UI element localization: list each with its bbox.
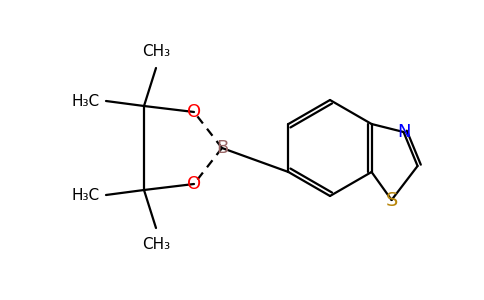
Text: O: O: [187, 175, 201, 193]
Text: B: B: [216, 139, 228, 157]
Text: S: S: [385, 190, 398, 209]
Text: CH₃: CH₃: [142, 44, 170, 59]
Text: N: N: [397, 123, 410, 141]
Text: CH₃: CH₃: [142, 237, 170, 252]
Text: H₃C: H₃C: [72, 94, 100, 109]
Text: H₃C: H₃C: [72, 188, 100, 202]
Text: O: O: [187, 103, 201, 121]
